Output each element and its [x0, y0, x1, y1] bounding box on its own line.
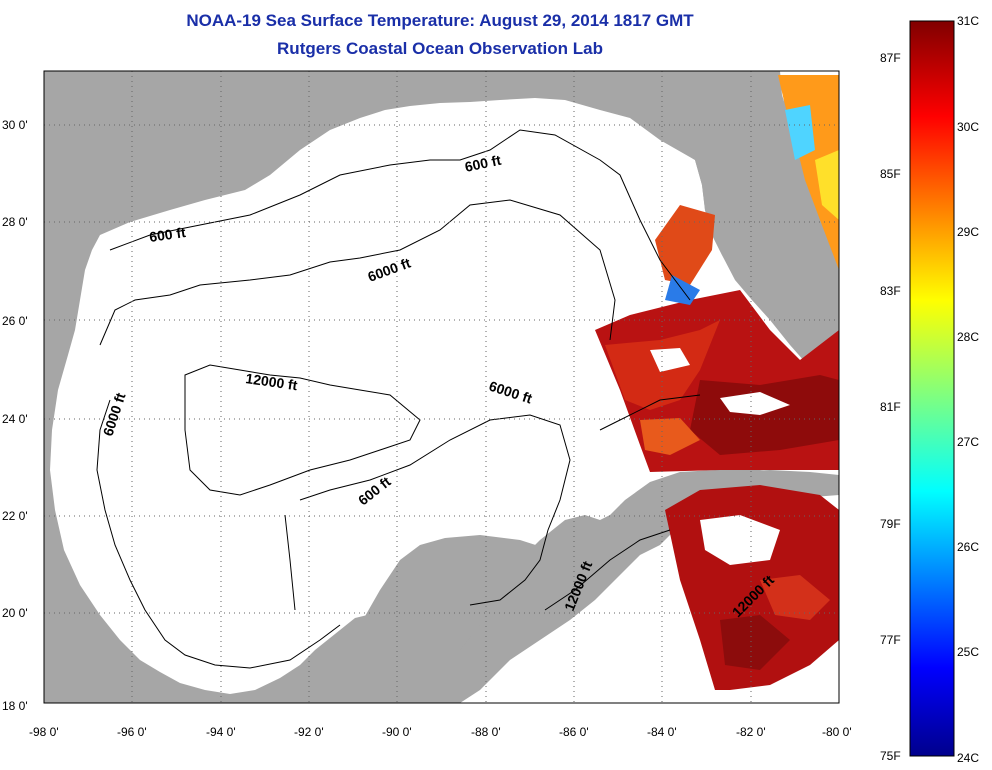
fahrenheit-label: 85F: [880, 167, 901, 181]
lon-tick-label: -90 0': [382, 725, 412, 739]
lon-tick-label: -98 0': [29, 725, 59, 739]
celsius-label: 30C: [957, 120, 979, 134]
lon-tick-label: -94 0': [206, 725, 236, 739]
fahrenheit-label: 81F: [880, 400, 901, 414]
celsius-label: 28C: [957, 330, 979, 344]
lat-tick-label: 18 0': [2, 699, 28, 713]
celsius-label: 25C: [957, 645, 979, 659]
lon-tick-label: -82 0': [736, 725, 766, 739]
celsius-label: 24C: [957, 751, 979, 765]
lat-tick-label: 20 0': [2, 606, 28, 620]
colorbar-celsius-labels: 31C 30C 29C 28C 27C 26C 25C 24C: [957, 14, 979, 765]
fahrenheit-label: 79F: [880, 517, 901, 531]
lat-axis: 18 0' 20 0' 22 0' 24 0' 26 0' 28 0' 30 0…: [2, 118, 28, 713]
bathymetry-contours: [96, 129, 701, 669]
contour-label: 600 ft: [463, 152, 502, 175]
yucatan-land: [360, 535, 545, 703]
map-frame: [43, 70, 840, 704]
contour-label: 600 ft: [148, 224, 187, 245]
map-subtitle: Rutgers Coastal Ocean Observation Lab: [277, 39, 603, 58]
celsius-label: 29C: [957, 225, 979, 239]
lat-tick-label: 28 0': [2, 215, 28, 229]
map-title: NOAA-19 Sea Surface Temperature: August …: [186, 11, 694, 30]
gulf-water: [50, 98, 839, 694]
lon-tick-label: -92 0': [294, 725, 324, 739]
sst-swath: [595, 75, 839, 690]
fahrenheit-label: 87F: [880, 51, 901, 65]
lon-tick-label: -80 0': [822, 725, 852, 739]
lon-tick-label: -96 0': [117, 725, 147, 739]
lon-axis: -98 0' -96 0' -94 0' -92 0' -90 0' -88 0…: [29, 725, 852, 739]
celsius-label: 26C: [957, 540, 979, 554]
lon-tick-label: -84 0': [647, 725, 677, 739]
celsius-label: 27C: [957, 435, 979, 449]
grid-lines: [44, 71, 839, 703]
lat-tick-label: 26 0': [2, 314, 28, 328]
celsius-label: 31C: [957, 14, 979, 28]
fahrenheit-label: 83F: [880, 284, 901, 298]
lon-tick-label: -88 0': [471, 725, 501, 739]
lat-tick-label: 22 0': [2, 509, 28, 523]
contour-label: 12000 ft: [245, 370, 299, 393]
fahrenheit-label: 75F: [880, 749, 901, 763]
lat-tick-label: 30 0': [2, 118, 28, 132]
fahrenheit-label: 77F: [880, 633, 901, 647]
florida-land: [660, 100, 835, 362]
lat-tick-label: 24 0': [2, 412, 28, 426]
colorbar-fahrenheit-labels: 87F 85F 83F 81F 79F 77F 75F: [880, 51, 901, 763]
colorbar: [909, 20, 955, 757]
lon-tick-label: -86 0': [559, 725, 589, 739]
